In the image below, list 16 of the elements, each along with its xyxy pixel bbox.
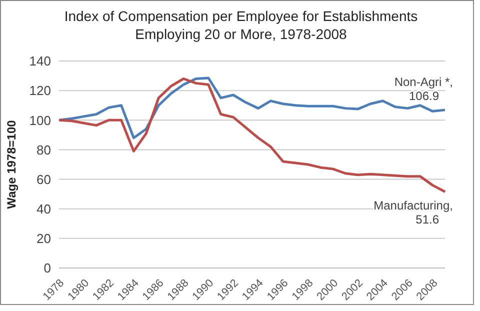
y-tick-label: 120	[29, 83, 51, 98]
line-series	[58, 76, 446, 140]
y-axis-title: Wage 1978=100	[4, 120, 18, 209]
data-label: 106.9	[408, 88, 440, 103]
y-tick-label: 100	[29, 112, 51, 128]
y-tick-label: 140	[29, 54, 51, 69]
data-label: 51.6	[416, 212, 440, 227]
y-tick-label: 0	[44, 260, 51, 276]
series-label: Non-Agri *,	[394, 74, 453, 89]
line-series	[58, 77, 446, 193]
chart-title: Index of Compensation per Employee for Establishments Employing 20 or More, 1978-2008	[63, 7, 419, 43]
y-tick-label: 40	[36, 201, 51, 216]
series-label: Manufacturing,	[374, 198, 453, 213]
y-tick-label: 80	[36, 142, 51, 158]
y-tick-label: 60	[36, 172, 51, 187]
y-tick-label: 20	[36, 231, 51, 246]
